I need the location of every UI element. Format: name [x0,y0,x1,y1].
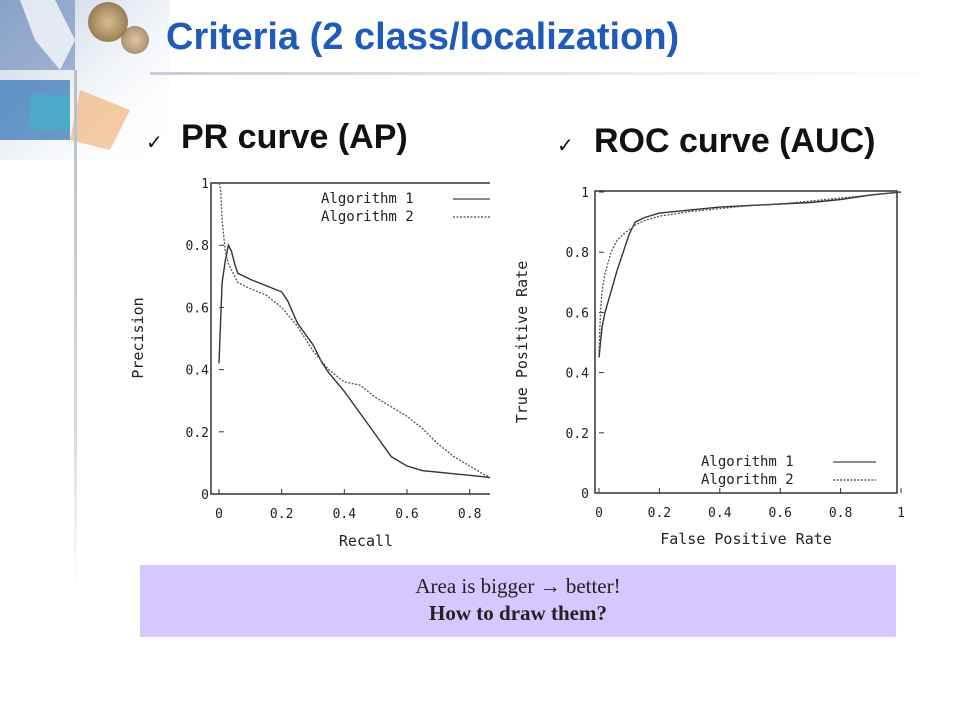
roc-y-tick-label: 0.6 [566,306,589,321]
roc-legend: Algorithm 1 Algorithm 2 [701,454,876,488]
roc-plot-frame [594,190,898,494]
title-underline [150,72,960,75]
pr-x-axis-label: Recall [339,532,393,550]
roc-x-tick-label: 1 [897,506,905,521]
roc-curve-heading: ROC curve (AUC) [594,122,876,160]
pr-plot-frame [210,182,490,495]
pr-y-tick-label: 1 [201,177,209,192]
pr-y-tick-label: 0 [201,488,209,503]
roc-x-ticks: 0 0.2 0.4 0.6 0.8 1 [595,488,905,521]
roc-y-tick-label: 0 [581,487,589,502]
pr-legend: Algorithm 1 Algorithm 2 [321,191,490,225]
pr-x-tick-label: 0.8 [458,507,481,522]
pr-legend-label-2: Algorithm 2 [321,209,414,225]
how-to-draw-question: How to draw them? [429,601,607,625]
takeaway-box: Area is bigger → better! How to draw the… [140,565,896,637]
roc-legend-label-2: Algorithm 2 [701,472,794,488]
pr-curve-chart: 0 0.2 0.4 0.6 0.8 1 0 0.2 0.4 0.6 0.8 Algorithm 1… [129,177,490,550]
pr-legend-label-1: Algorithm 1 [321,191,414,207]
roc-x-tick-label: 0.2 [648,506,671,521]
roc-x-tick-label: 0 [595,506,603,521]
pr-y-ticks: 0 0.2 0.4 0.6 0.8 1 [186,177,224,503]
roc-x-tick-label: 0.4 [708,506,732,521]
side-rule [74,70,77,590]
pr-series [218,182,490,479]
pr-x-tick-label: 0.4 [333,507,357,522]
pr-x-tick-label: 0.2 [270,507,293,522]
roc-y-tick-label: 0.8 [566,246,589,261]
roc-x-tick-label: 0.8 [829,506,852,521]
pr-y-tick-label: 0.8 [186,239,209,254]
decorative-banner-image [0,0,170,160]
roc-series [598,191,902,358]
roc-y-tick-label: 1 [581,186,589,201]
pr-series-2-line [218,182,490,478]
roc-y-tick-label: 0.4 [566,367,590,382]
pr-x-tick-label: 0.6 [395,507,418,522]
pr-y-axis-label: Precision [129,297,147,378]
takeaway-text: Area is bigger → better! [415,574,621,598]
slide-title: Criteria (2 class/localization) [166,16,680,58]
roc-series-2-line [598,191,902,352]
pr-series-1-line [218,243,490,479]
pr-x-ticks: 0 0.2 0.4 0.6 0.8 [215,489,481,522]
roc-legend-label-1: Algorithm 1 [701,454,794,470]
roc-y-tick-label: 0.2 [566,427,589,442]
pr-curve-heading: PR curve (AP) [181,118,408,156]
roc-y-ticks: 0 0.2 0.4 0.6 0.8 1 [566,186,604,502]
roc-y-axis-label: True Positive Rate [513,261,531,424]
pr-y-tick-label: 0.6 [186,301,209,316]
pr-x-tick-label: 0 [215,507,223,522]
left-check-icon: ✓ [146,132,163,154]
pr-y-tick-label: 0.2 [186,426,209,441]
right-check-icon: ✓ [557,135,574,157]
roc-series-1-line [598,191,902,358]
pr-y-tick-label: 0.4 [186,364,210,379]
roc-x-tick-label: 0.6 [768,506,791,521]
roc-curve-chart: 0 0.2 0.4 0.6 0.8 1 0 0.2 0.4 0.6 0.8 1 Algorithm … [513,186,905,548]
roc-x-axis-label: False Positive Rate [660,530,832,548]
